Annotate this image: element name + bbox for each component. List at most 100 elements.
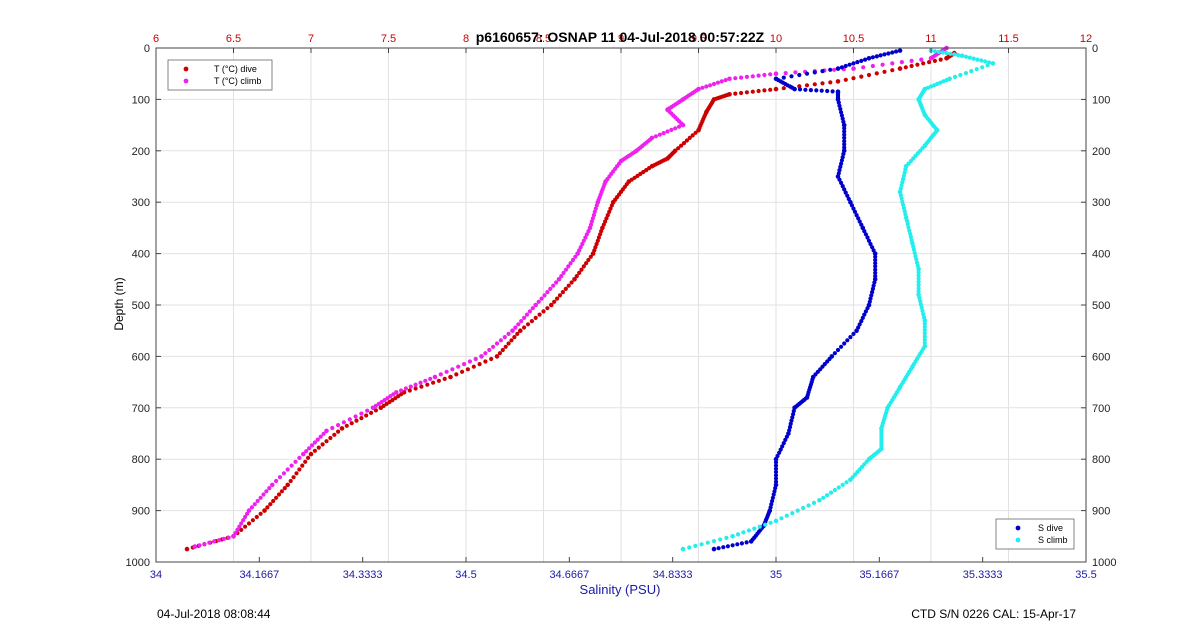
data-point-interp <box>901 202 906 207</box>
data-point-interp <box>756 88 761 94</box>
top-tick-label: 12 <box>1080 33 1092 45</box>
data-point-interp <box>324 439 329 444</box>
data-point-interp <box>489 356 494 362</box>
data-point-interp <box>581 238 586 243</box>
data-point <box>339 426 345 431</box>
data-point-interp <box>838 106 843 112</box>
data-point-interp <box>353 414 358 419</box>
data-point-interp <box>303 459 308 464</box>
data-point-interp <box>903 167 908 172</box>
data-point-interp <box>679 143 684 148</box>
data-point-interp <box>979 58 984 63</box>
data-point-interp <box>830 89 835 94</box>
y-tick-label-left: 1000 <box>126 557 150 569</box>
data-point-interp <box>847 62 852 67</box>
data-point <box>301 451 306 457</box>
data-point-interp <box>842 187 847 192</box>
data-point-interp <box>854 213 859 218</box>
data-point-interp <box>603 219 608 224</box>
data-point-interp <box>857 219 862 224</box>
data-point-interp <box>541 309 546 314</box>
bottom-tick-label: 34.1667 <box>239 569 279 581</box>
data-point <box>959 53 965 58</box>
legend-temperature: T (°C) dive T (°C) climb <box>167 59 273 91</box>
data-point <box>696 127 701 133</box>
data-point-interp <box>344 423 349 428</box>
data-point-interp <box>821 495 826 500</box>
data-point <box>680 546 686 552</box>
data-point-interp <box>975 57 980 62</box>
data-point-interp <box>304 449 309 454</box>
data-point-interp <box>772 489 777 494</box>
data-point-interp <box>842 126 847 131</box>
data-point-interp <box>533 315 538 320</box>
top-tick-label: 8 <box>463 33 469 45</box>
data-point-interp <box>537 312 542 317</box>
data-point-interp <box>812 70 817 75</box>
data-point-interp <box>840 482 845 487</box>
data-point-interp <box>258 495 263 500</box>
data-point-interp <box>399 388 404 393</box>
data-point-interp <box>741 530 746 535</box>
data-point-interp <box>315 437 320 442</box>
data-point-interp <box>874 71 879 76</box>
data-point-interp <box>235 527 240 533</box>
data-point-interp <box>321 431 326 436</box>
data-point-interp <box>848 335 853 340</box>
data-point <box>773 518 779 524</box>
data-point <box>285 482 291 488</box>
data-point-interp <box>221 536 226 542</box>
data-point-interp <box>578 245 583 250</box>
data-point <box>773 71 779 76</box>
data-point-interp <box>438 372 443 377</box>
data-point-interp <box>436 378 441 383</box>
data-point-interp <box>921 61 926 66</box>
data-point-interp <box>783 437 788 442</box>
data-point-interp <box>212 539 217 544</box>
data-point-interp <box>773 486 778 491</box>
data-point-interp <box>768 72 773 77</box>
data-point-interp <box>868 241 873 247</box>
data-point-interp <box>320 442 325 447</box>
data-point-interp <box>589 219 595 224</box>
data-point-interp <box>687 135 692 140</box>
data-point-interp <box>733 91 738 96</box>
data-point-interp <box>605 213 610 218</box>
data-point-interp <box>522 315 527 320</box>
data-point-interp <box>609 203 615 208</box>
data-point <box>575 251 580 256</box>
data-point-interp <box>581 264 586 269</box>
data-point-interp <box>419 384 424 389</box>
data-point-interp <box>844 480 849 485</box>
data-point-interp <box>739 541 745 546</box>
data-point-interp <box>841 151 846 157</box>
data-point-interp <box>653 134 659 139</box>
data-point-interp <box>545 290 550 295</box>
data-point-interp <box>832 351 838 356</box>
data-point-interp <box>804 83 810 88</box>
data-point-interp <box>735 542 740 547</box>
data-point <box>773 86 779 92</box>
data-point <box>432 374 438 380</box>
data-point-interp <box>839 65 845 70</box>
data-point-interp <box>724 535 729 541</box>
data-point-interp <box>852 209 858 214</box>
data-point-interp <box>825 493 830 498</box>
data-point-interp <box>808 88 814 93</box>
data-point-interp <box>828 80 833 85</box>
data-point-interp <box>845 338 850 343</box>
data-point-interp <box>902 170 907 175</box>
data-point-interp <box>832 487 838 493</box>
data-point-interp <box>948 51 953 56</box>
data-point <box>851 66 856 71</box>
top-tick-label: 6.5 <box>226 33 241 45</box>
data-point-interp <box>258 511 263 516</box>
data-point-interp <box>497 351 502 356</box>
data-point-interp <box>859 58 864 64</box>
data-point-interp <box>725 544 731 549</box>
y-tick-label-left: 800 <box>132 454 150 466</box>
data-point-interp <box>839 113 845 118</box>
data-point-interp <box>723 78 728 83</box>
data-point-interp <box>791 408 796 414</box>
